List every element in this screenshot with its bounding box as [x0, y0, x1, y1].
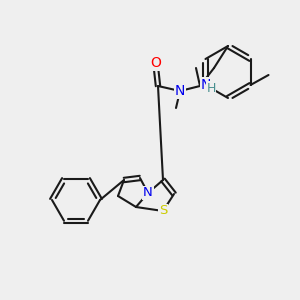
Text: H: H: [206, 82, 216, 94]
Text: N: N: [143, 187, 153, 200]
Text: O: O: [151, 56, 161, 70]
Text: S: S: [159, 205, 167, 218]
Text: N: N: [175, 84, 185, 98]
Text: N: N: [200, 78, 211, 92]
